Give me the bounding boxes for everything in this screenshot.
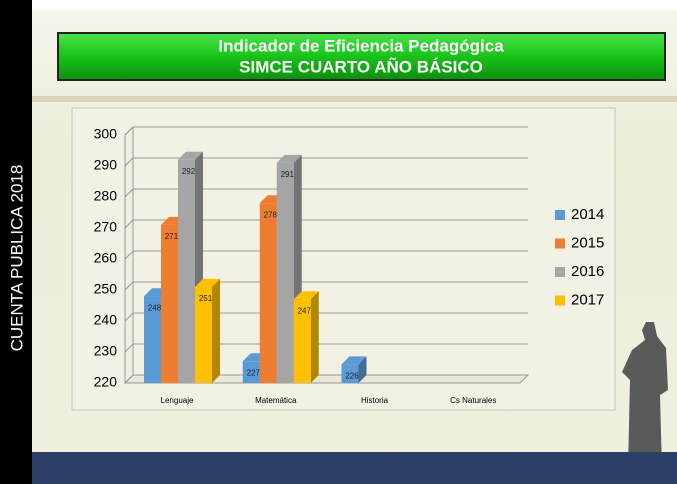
y-tick-label: 260 <box>94 250 118 266</box>
legend-label: 2014 <box>571 206 604 223</box>
y-tick-label: 230 <box>94 343 118 359</box>
chart: CUENTA PUBLICA 2018 Indicador de Eficien… <box>0 0 677 484</box>
title-line: Indicador de Eficiencia Pedagógica <box>218 36 504 55</box>
side-text: CUENTA PUBLICA 2018 <box>7 165 26 352</box>
x-tick-label: Lenguaje <box>161 396 194 405</box>
data-label: 271 <box>165 232 179 241</box>
data-label: 247 <box>298 306 312 315</box>
data-label: 292 <box>182 167 196 176</box>
silhouette <box>622 322 668 470</box>
slide: CUENTA PUBLICA 2018 Indicador de Eficien… <box>0 0 677 484</box>
bar <box>178 160 195 383</box>
divider <box>32 96 677 102</box>
y-tick-label: 270 <box>94 219 118 235</box>
y-tick-label: 280 <box>94 188 118 204</box>
data-label: 248 <box>148 303 162 312</box>
bar-side <box>212 279 220 383</box>
legend-label: 2016 <box>571 263 604 280</box>
data-label: 251 <box>199 294 213 303</box>
data-label: 226 <box>345 372 359 381</box>
title-line: SIMCE CUARTO AÑO BÁSICO <box>239 56 483 76</box>
y-tick-label: 250 <box>94 281 118 297</box>
top-strip <box>0 0 677 10</box>
y-tick-label: 240 <box>94 312 118 328</box>
legend-swatch <box>555 210 565 220</box>
x-tick-label: Matemática <box>255 396 297 405</box>
bar <box>161 225 178 383</box>
x-tick-label: Cs Naturales <box>450 396 496 405</box>
data-label: 278 <box>264 210 278 219</box>
bar-side <box>311 291 319 383</box>
footer-bar <box>32 452 677 484</box>
y-tick-label: 300 <box>94 126 118 142</box>
legend-label: 2017 <box>571 291 604 308</box>
y-tick-label: 220 <box>94 374 118 390</box>
y-tick-label: 290 <box>94 157 118 173</box>
data-label: 291 <box>281 170 295 179</box>
bar <box>277 163 294 383</box>
data-label: 227 <box>247 368 261 377</box>
legend-swatch <box>555 267 565 277</box>
x-tick-label: Historia <box>361 396 389 405</box>
legend-swatch <box>555 296 565 306</box>
legend-label: 2015 <box>571 234 604 251</box>
bar <box>260 203 277 383</box>
legend-swatch <box>555 239 565 249</box>
